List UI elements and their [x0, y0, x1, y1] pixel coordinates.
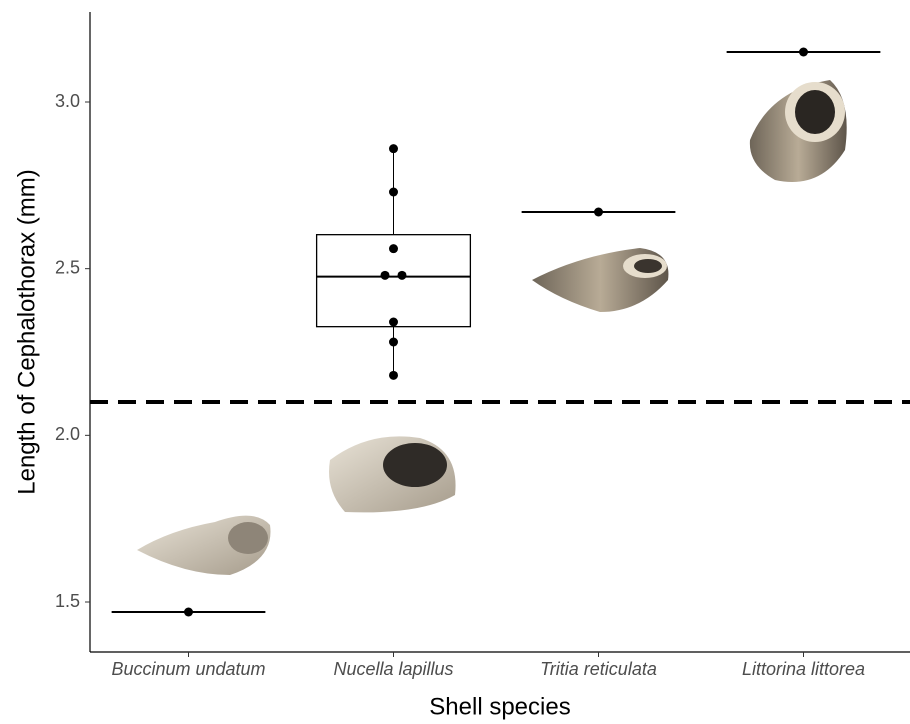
y-tick-label: 2.5	[55, 257, 80, 277]
point	[184, 608, 193, 617]
shell-illustrations	[137, 80, 847, 575]
y-axis-title: Length of Cephalothorax (mm)	[13, 169, 40, 495]
chart: Shell species Length of Cephalothorax (m…	[0, 0, 910, 724]
point	[594, 208, 603, 217]
point	[389, 318, 398, 327]
y-tick-label: 2.0	[55, 424, 80, 444]
shell-tritia	[532, 248, 668, 312]
point	[398, 271, 407, 280]
shell-buccinum	[137, 516, 271, 575]
point	[389, 144, 398, 153]
x-tick-label: Nucella lapillus	[333, 659, 453, 679]
x-axis-title: Shell species	[429, 693, 570, 720]
point	[389, 371, 398, 380]
point	[381, 271, 390, 280]
shell-littorina	[750, 80, 847, 182]
shell-nucella	[329, 436, 456, 512]
y-tick-label: 3.0	[55, 91, 80, 111]
y-tick-label: 1.5	[55, 591, 80, 611]
x-tick-label: Littorina littorea	[742, 659, 865, 679]
x-tick-label: Tritia reticulata	[540, 659, 657, 679]
point	[389, 188, 398, 197]
point	[389, 338, 398, 347]
point	[389, 244, 398, 253]
point	[799, 48, 808, 57]
x-tick-label: Buccinum undatum	[111, 659, 265, 679]
